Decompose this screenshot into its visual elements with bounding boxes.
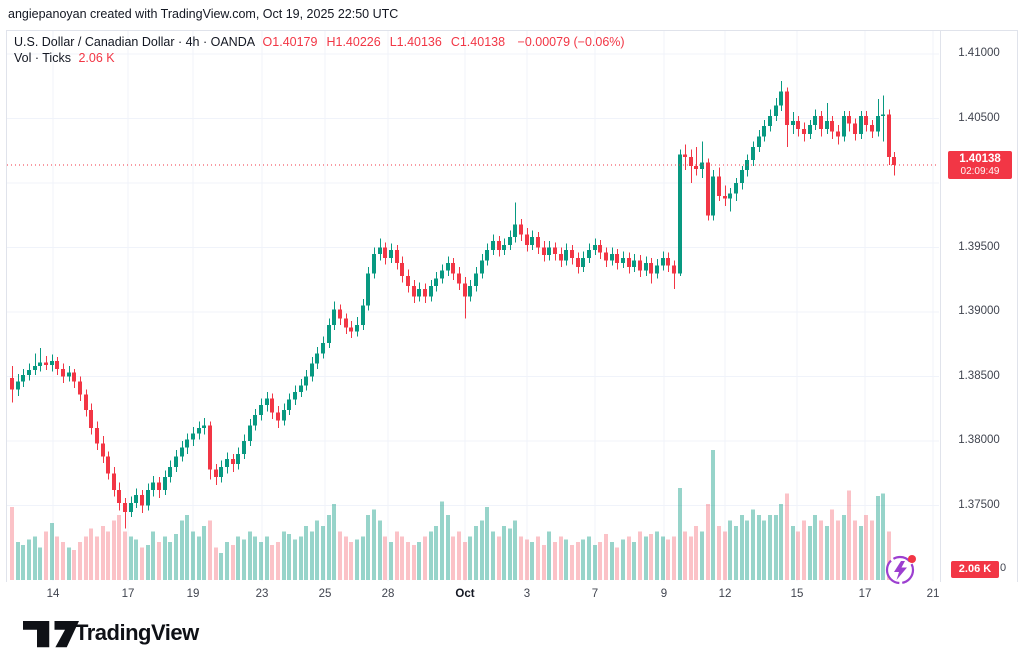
ohlc-low-value: 1.40136 bbox=[396, 35, 442, 49]
legend-line-1: U.S. Dollar / Canadian Dollar · 4h · OAN… bbox=[14, 35, 625, 50]
symbol-title: U.S. Dollar / Canadian Dollar · 4h · OAN… bbox=[14, 35, 256, 49]
attribution-text: angiepanoyan created with TradingView.co… bbox=[8, 7, 399, 21]
volume-study-title: Vol · Ticks bbox=[14, 51, 71, 65]
price-axis-label: 1.40500 bbox=[958, 111, 1000, 124]
bar-countdown: 02:09:49 bbox=[960, 166, 1000, 178]
time-axis-label: 9 bbox=[660, 588, 668, 600]
flash-reaction-icon[interactable] bbox=[883, 552, 919, 588]
time-axis-label: 12 bbox=[718, 588, 732, 600]
ohlc-low-key: L bbox=[389, 35, 397, 49]
price-axis-label: 1.39000 bbox=[958, 305, 1000, 317]
time-axis-label: 21 bbox=[926, 588, 940, 600]
time-axis-label: 3 bbox=[523, 588, 531, 600]
time-axis-label: 23 bbox=[255, 588, 269, 600]
price-axis-label: 1.37500 bbox=[958, 498, 1000, 511]
ohlc-open-key: O bbox=[262, 35, 273, 49]
volume-study-value: 2.06 K bbox=[78, 51, 115, 65]
time-axis-label: 25 bbox=[318, 588, 332, 600]
legend-line-2: Vol · Ticks 2.06 K bbox=[14, 51, 625, 66]
tradingview-wordmark[interactable]: TradingView bbox=[75, 620, 199, 645]
tradingview-logo-icon[interactable] bbox=[22, 621, 80, 649]
volume-value-label: 2.06 K bbox=[951, 560, 999, 578]
last-price-value: 1.40138 bbox=[959, 153, 1001, 166]
ohlc-high-key: H bbox=[326, 35, 336, 49]
time-axis-label: 7 bbox=[591, 588, 599, 600]
time-axis-label: 15 bbox=[790, 588, 804, 600]
time-axis-label: 19 bbox=[186, 588, 200, 600]
change-value: −0.00079 (−0.06%) bbox=[517, 35, 625, 49]
time-axis[interactable]: 14 17 19 23 25 28 Oct 3 7 9 12 15 17 21 bbox=[6, 582, 1018, 608]
ohlc-close-value: 1.40138 bbox=[459, 35, 506, 49]
ohlc-close-key: C bbox=[450, 35, 460, 49]
time-axis-label: 17 bbox=[858, 588, 872, 600]
time-axis-label: 28 bbox=[381, 588, 395, 600]
last-price-label: 1.40138 02:09:49 bbox=[948, 151, 1012, 180]
ohlc-high-value: 1.40226 bbox=[335, 35, 381, 49]
notification-dot-icon bbox=[908, 555, 916, 563]
time-axis-label: 14 bbox=[46, 588, 60, 600]
footer: TradingView bbox=[0, 608, 1024, 665]
ohlc-open-value: 1.40179 bbox=[272, 35, 318, 49]
price-axis-label: 1.39500 bbox=[958, 240, 1000, 253]
lightning-bolt-icon bbox=[894, 561, 907, 580]
time-axis-label: 17 bbox=[121, 588, 135, 600]
price-axis-label: 1.38500 bbox=[958, 369, 1000, 382]
symbol-legend: U.S. Dollar / Canadian Dollar · 4h · OAN… bbox=[14, 35, 625, 66]
price-axis[interactable]: 1.40138 02:09:49 0 2.06 K 1.41000 1.40500… bbox=[940, 30, 1018, 608]
volume-axis-zero-label: 0 bbox=[1000, 561, 1007, 574]
price-axis-label: 1.38000 bbox=[958, 434, 1000, 446]
price-axis-label: 1.41000 bbox=[958, 47, 1000, 59]
time-axis-label: Oct bbox=[455, 588, 475, 600]
